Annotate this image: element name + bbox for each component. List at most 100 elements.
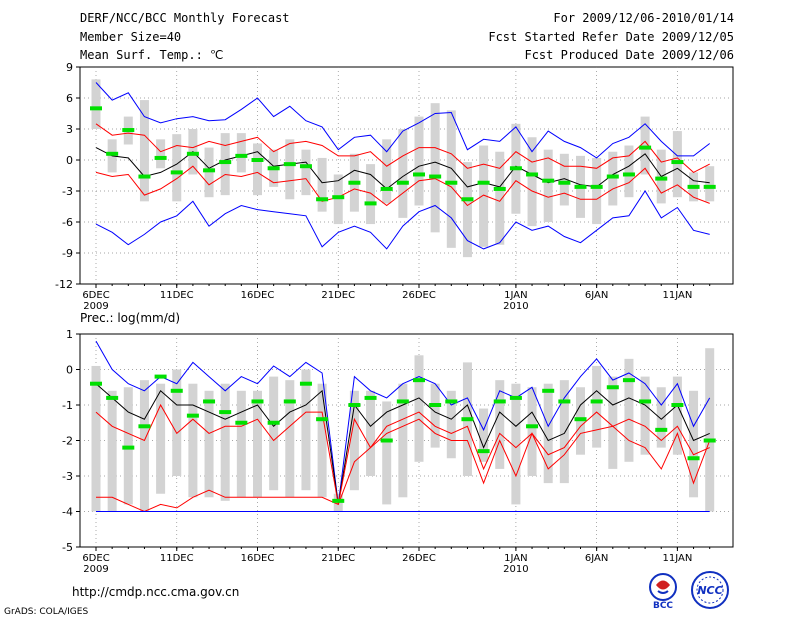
median-marker — [364, 395, 377, 400]
median-marker — [170, 388, 183, 393]
ensemble-box — [414, 355, 424, 462]
x-tick-label: 11DEC — [160, 290, 194, 301]
y-tick-label: -3 — [62, 185, 73, 198]
median-marker — [671, 403, 684, 407]
series-p75-line — [95, 123, 710, 174]
median-marker — [332, 195, 345, 200]
ensemble-box — [398, 383, 408, 498]
bcc-logo-text: BCC — [653, 601, 673, 611]
y-tick-label: -12 — [55, 278, 73, 291]
median-marker — [509, 166, 522, 171]
x-tick-label: 11JAN — [662, 290, 692, 301]
x-tick-label: 26DEC — [402, 290, 436, 301]
median-marker — [251, 399, 264, 404]
ensemble-box — [317, 383, 327, 498]
median-marker — [348, 180, 361, 185]
ensemble-box — [107, 390, 117, 512]
y-tick-label: -2 — [62, 435, 73, 448]
ensemble-box — [269, 376, 279, 491]
series-mean-line — [95, 383, 710, 505]
y-tick-label: -4 — [62, 506, 73, 519]
ensemble-box — [511, 383, 521, 505]
ensemble-box — [172, 369, 182, 476]
ensemble-box — [156, 139, 166, 169]
grads-credit: GrADS: COLA/IGES — [4, 607, 88, 617]
x-tick-year-label: 2010 — [503, 301, 528, 312]
ensemble-box — [285, 139, 295, 200]
ensemble-box — [220, 383, 230, 501]
footer-url[interactable]: http://cmdp.ncc.cma.gov.cn — [72, 585, 239, 599]
y-tick-label: -6 — [62, 216, 73, 229]
x-tick-label: 11DEC — [160, 553, 194, 564]
ensemble-box — [705, 166, 715, 202]
median-marker — [542, 388, 555, 393]
x-tick-year-label: 2009 — [83, 301, 108, 312]
ensemble-box — [430, 383, 440, 448]
median-marker — [235, 420, 248, 425]
median-marker — [606, 174, 619, 179]
ensemble-box — [366, 164, 376, 225]
median-marker — [445, 180, 458, 185]
bcc-logo: BCC — [649, 573, 677, 611]
median-marker — [90, 381, 102, 386]
ensemble-box — [414, 116, 424, 206]
ensemble-box — [446, 390, 456, 459]
median-marker — [186, 413, 199, 418]
ensemble-box — [301, 369, 311, 491]
ensemble-box — [608, 151, 618, 206]
ensemble-box — [672, 376, 682, 455]
median-marker — [574, 417, 587, 422]
median-marker — [219, 410, 232, 415]
median-marker — [542, 178, 555, 183]
x-tick-label: 21DEC — [321, 553, 355, 564]
ensemble-box — [592, 365, 602, 448]
median-marker — [235, 153, 248, 158]
median-marker — [138, 174, 151, 179]
ensemble-box — [204, 390, 214, 498]
ensemble-box — [236, 390, 246, 498]
ensemble-box — [91, 365, 101, 512]
ensemble-box — [672, 131, 682, 198]
ensemble-box — [624, 145, 634, 198]
median-marker — [655, 176, 668, 181]
ensemble-box — [527, 137, 537, 227]
y-tick-label: 3 — [66, 123, 73, 136]
ensemble-box — [333, 174, 343, 225]
ensemble-box — [624, 358, 634, 462]
ensemble-box — [608, 376, 618, 469]
median-marker — [299, 164, 312, 169]
x-tick-label: 1JAN — [504, 553, 527, 564]
series-mean-line — [95, 147, 710, 190]
median-marker — [622, 172, 635, 177]
ensemble-box — [462, 162, 472, 258]
x-tick-label: 6JAN — [585, 290, 608, 301]
forecast-period: For 2009/12/06-2010/01/14 — [553, 11, 734, 25]
median-marker — [396, 399, 409, 404]
median-marker — [203, 399, 216, 404]
median-marker — [703, 184, 716, 189]
series-min-line — [95, 190, 710, 250]
ensemble-box — [156, 383, 166, 494]
x-tick-year-label: 2009 — [83, 564, 108, 575]
median-marker — [316, 197, 329, 202]
ensemble-box — [366, 390, 376, 476]
ensemble-box — [479, 145, 489, 247]
median-marker — [558, 399, 571, 404]
median-marker — [267, 166, 280, 171]
ensemble-box — [139, 380, 149, 512]
ensemble-box — [446, 110, 456, 248]
x-tick-label: 16DEC — [241, 553, 275, 564]
median-marker — [477, 180, 490, 185]
median-marker — [283, 162, 296, 167]
ensemble-box — [640, 376, 650, 455]
median-marker — [106, 151, 119, 156]
member-size: Member Size=40 — [80, 30, 182, 44]
median-marker — [154, 374, 167, 379]
ncc-logo: NCC — [691, 571, 729, 609]
median-marker — [622, 378, 635, 383]
series-p25-line — [96, 418, 711, 513]
median-marker — [590, 399, 603, 404]
median-marker — [590, 184, 603, 189]
